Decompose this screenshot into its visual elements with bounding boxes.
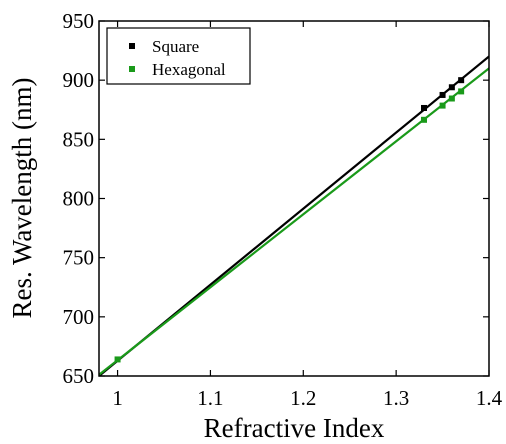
point-hexagonal-3: [448, 95, 455, 102]
point-square-1: [439, 91, 446, 98]
point-hexagonal-0: [114, 356, 121, 363]
y-tick-label: 700: [63, 305, 95, 329]
x-tick-label: 1.4: [476, 386, 503, 410]
x-axis-title: Refractive Index: [204, 413, 385, 443]
x-tick-label: 1: [112, 386, 123, 410]
x-tick-label: 1.2: [290, 386, 316, 410]
y-tick-label: 750: [63, 246, 95, 270]
y-axis: 650 700 750 800 850 900 950: [63, 9, 489, 388]
series-line-hexagonal: [99, 67, 489, 376]
y-tick-label: 900: [63, 68, 95, 92]
point-hexagonal-4: [458, 88, 465, 95]
y-axis-title: Res. Wavelength (nm): [7, 77, 37, 318]
point-square-3: [458, 77, 465, 84]
y-tick-label: 650: [63, 364, 95, 388]
point-hexagonal-1: [421, 116, 427, 123]
point-hexagonal-2: [439, 102, 446, 109]
y-tick-label: 800: [63, 187, 95, 211]
legend: Square Hexagonal: [106, 27, 251, 85]
plot-marks: [99, 55, 489, 376]
point-square-2: [448, 84, 455, 91]
series-hexagonal: [99, 67, 489, 376]
x-axis: 1 1.1 1.2 1.3 1.4: [112, 21, 503, 410]
point-square-0: [421, 104, 427, 111]
legend-label-square: Square: [152, 37, 199, 56]
y-tick-label: 950: [63, 9, 95, 33]
legend-marker-square: [129, 43, 135, 49]
x-tick-label: 1.3: [383, 386, 409, 410]
legend-marker-hexagonal: [129, 66, 135, 72]
legend-box: [106, 27, 251, 85]
x-tick-label: 1.1: [197, 386, 223, 410]
y-tick-label: 850: [63, 127, 95, 151]
legend-label-hexagonal: Hexagonal: [152, 60, 226, 79]
